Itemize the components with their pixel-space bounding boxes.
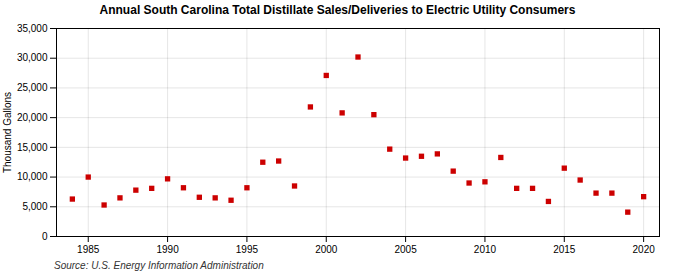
svg-text:15,000: 15,000: [17, 142, 48, 153]
svg-text:10,000: 10,000: [17, 171, 48, 182]
svg-text:35,000: 35,000: [17, 23, 48, 34]
svg-text:2000: 2000: [315, 244, 338, 255]
html-text:Source: U.S. Energy Informatio: Source: U.S. Energy Information Administ…: [54, 260, 264, 271]
svg-text:2010: 2010: [474, 244, 497, 255]
html-text:Annual South Carolina Total Di: Annual South Carolina Total Distillate S…: [99, 3, 576, 17]
svg-text:1995: 1995: [236, 244, 259, 255]
svg-text:20,000: 20,000: [17, 112, 48, 123]
svg-text:0: 0: [42, 231, 48, 242]
svg-text:30,000: 30,000: [17, 52, 48, 63]
svg-text:1985: 1985: [77, 244, 100, 255]
svg-text:25,000: 25,000: [17, 82, 48, 93]
svg-text:2015: 2015: [553, 244, 576, 255]
svg-text:5,000: 5,000: [22, 201, 47, 212]
svg-text:1990: 1990: [156, 244, 179, 255]
svg-text:Thousand Gallons: Thousand Gallons: [2, 92, 13, 173]
svg-text:2005: 2005: [394, 244, 417, 255]
svg-text:2020: 2020: [633, 244, 656, 255]
